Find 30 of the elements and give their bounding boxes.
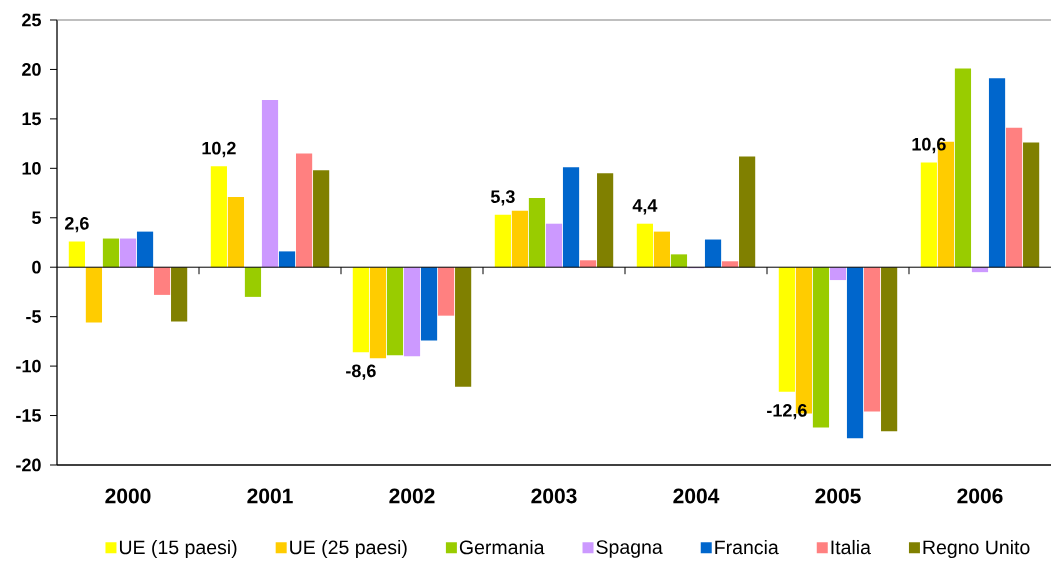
y-tick-label: 10	[22, 161, 41, 175]
data-label: -12,6	[767, 404, 807, 420]
legend-label: Italia	[831, 539, 871, 555]
x-tick-label: 2001	[247, 488, 293, 504]
data-label: 10,2	[202, 141, 236, 158]
x-tick-label: 2004	[673, 488, 720, 504]
y-tick-label: 0	[32, 260, 41, 274]
legend-label: Spagna	[596, 540, 663, 558]
y-tick-label: 25	[22, 13, 41, 27]
data-label: -8,6	[346, 364, 376, 380]
x-tick-label: 2006	[957, 488, 1003, 504]
legend-label: UE (15 paesi)	[119, 539, 237, 559]
x-tick-label: 2000	[105, 488, 151, 504]
legend-label: UE (25 paesi)	[290, 539, 407, 559]
y-tick-label: -20	[16, 458, 41, 472]
data-label: 4,4	[632, 199, 658, 215]
y-tick-label: -10	[16, 359, 41, 373]
data-label: 5,3	[490, 190, 515, 206]
legend-label: Francia	[715, 539, 779, 555]
y-tick-label: 5	[32, 211, 41, 225]
legend-label: Regno Unito	[923, 539, 1030, 559]
y-tick-label: -15	[16, 409, 41, 422]
y-tick-label: -5	[26, 310, 41, 323]
x-tick-label: 2003	[531, 488, 577, 504]
x-tick-label: 2002	[389, 488, 435, 504]
y-tick-label: 15	[22, 112, 41, 126]
data-label: 2,6	[65, 216, 89, 233]
x-tick-label: 2005	[815, 488, 861, 504]
y-tick-label: 20	[22, 63, 41, 76]
legend-label: Germania	[459, 539, 545, 555]
